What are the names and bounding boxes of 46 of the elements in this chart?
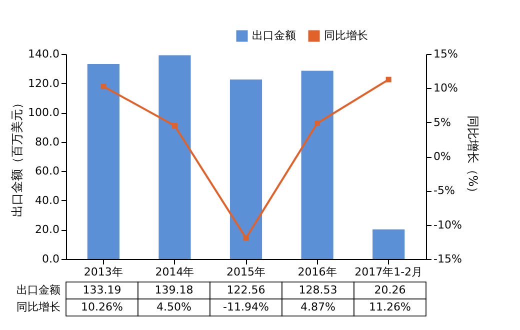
y-tick-label: 20.0 — [35, 223, 60, 236]
bar — [158, 55, 191, 259]
y-tick-label: 40.0 — [35, 194, 60, 207]
text: 同比增长 — [16, 300, 60, 314]
data-label: 10.26% — [81, 300, 123, 314]
y2-tick-label: -15% — [434, 252, 462, 266]
bar — [372, 229, 405, 259]
point — [243, 235, 249, 241]
bar — [301, 70, 334, 259]
data-label: 128.53 — [298, 284, 338, 296]
y2-tick-label: 15% — [434, 48, 458, 60]
data-label: 20.26 — [374, 284, 406, 296]
data-label: 133.19 — [82, 284, 122, 296]
y-tick-label: 80.0 — [35, 135, 60, 148]
point — [386, 76, 392, 82]
legend-label: 同比增长 — [324, 29, 368, 42]
x-tick-label: 2016年 — [298, 266, 337, 278]
y-tick-label: 140.0 — [28, 48, 60, 60]
y-axis-title: 出口金额（百万美元） — [10, 97, 24, 217]
data-label: 139.18 — [154, 284, 194, 296]
x-tick-label: 2013年 — [84, 266, 123, 278]
data-label: -11.94% — [223, 300, 269, 314]
x-tick-label: 2015年 — [226, 266, 266, 278]
point — [314, 120, 320, 126]
y2-tick-label: -10% — [434, 218, 462, 232]
text: 出口金额 — [16, 284, 60, 296]
data-label: 4.87% — [300, 300, 336, 314]
data-label: 11.26% — [369, 300, 411, 314]
x-tick-label: 2017年1-2月 — [354, 266, 423, 278]
point — [100, 84, 106, 90]
y2-tick-label: 10% — [434, 82, 458, 95]
data-label: 4.50% — [156, 300, 192, 314]
y2-tick-label: 0% — [434, 150, 451, 163]
point — [172, 123, 178, 128]
legend-label: 出口金额 — [252, 29, 296, 42]
y-tick-label: 0.0 — [42, 252, 60, 266]
y-tick-label: 100.0 — [28, 106, 60, 120]
bar — [87, 64, 120, 259]
x-tick-label: 2014年 — [155, 266, 194, 278]
data-label: 122.56 — [226, 284, 266, 296]
y2-axis-title: 同比增长（%） — [466, 115, 480, 199]
y2-tick-label: 5% — [434, 116, 451, 129]
y2-tick-label: -5% — [434, 184, 455, 198]
y-tick-label: 120.0 — [28, 76, 60, 90]
bar — [230, 80, 262, 259]
y-tick-label: 60.0 — [35, 164, 60, 178]
